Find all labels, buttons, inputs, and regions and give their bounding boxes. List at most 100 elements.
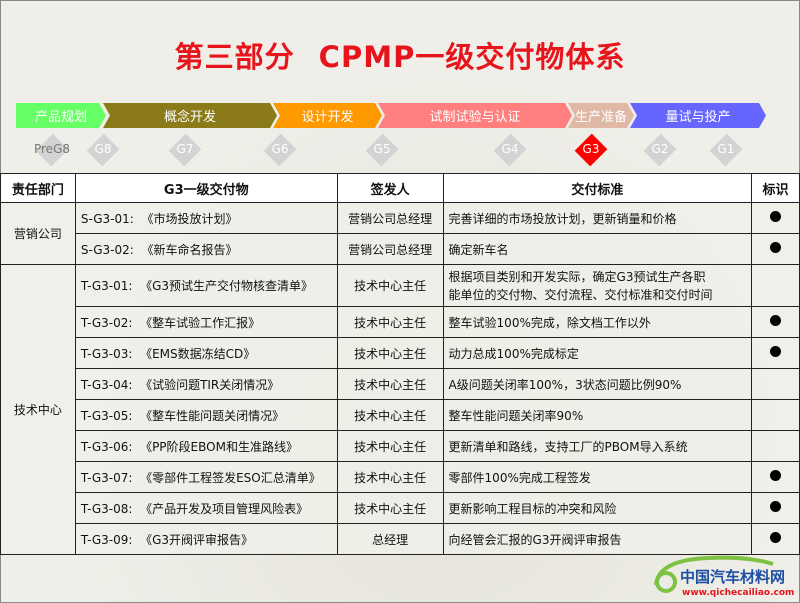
- mark-cell: [751, 202, 800, 234]
- deliverable-doc: 《试验问题TIR关闭情况》: [140, 377, 280, 392]
- deliverable-cell: S-G3-01: 《市场投放计划》: [74, 202, 338, 234]
- deliverable-doc: 《市场投放计划》: [141, 211, 238, 226]
- mark-dot-icon: [770, 532, 782, 543]
- signer-cell: 技术中心主任: [336, 306, 444, 338]
- mark-cell: [751, 368, 800, 400]
- standard-text: 向经管会汇报的G3开阀评审报告: [448, 532, 622, 547]
- deliverable-code: T-G3-09:: [80, 532, 133, 547]
- mark-cell: [751, 233, 800, 265]
- gate-label: G1: [717, 142, 735, 156]
- gate-g2: G2: [643, 133, 677, 167]
- deliverable-doc: 《G3预试生产交付物核查清单》: [140, 279, 313, 293]
- signer-cell: 技术中心主任: [336, 492, 444, 524]
- gate-label: G3: [582, 142, 600, 156]
- gate-g6: G6: [263, 133, 297, 167]
- phase-4: 生产准备: [568, 103, 634, 128]
- deliverable-cell: T-G3-08: 《产品开发及项目管理风险表》: [74, 492, 338, 524]
- mark-cell: [751, 264, 800, 307]
- gate-label: G4: [501, 142, 519, 156]
- gate-g8: G8: [86, 133, 120, 167]
- deliverable-doc: 《零部件工程签发ESO汇总清单》: [140, 470, 321, 485]
- standard-cell: 根据项目类别和开发实际，确定G3预试生产各职 能单位的交付物、交付流程、交付标准和…: [442, 264, 753, 307]
- deliverable-doc: 《EMS数据冻结CD》: [140, 346, 256, 361]
- mark-dot-icon: [770, 470, 782, 481]
- title-name: CPMP一级交付物体系: [318, 40, 626, 74]
- deliverable-code: T-G3-07:: [80, 470, 133, 485]
- mark-dot-icon: [770, 315, 782, 326]
- slide-title: 第三部分 CPMP一级交付物体系: [0, 34, 800, 76]
- deliverable-cell: T-G3-03: 《EMS数据冻结CD》: [74, 337, 338, 369]
- dept-cell: 营销公司: [0, 202, 76, 265]
- deliverable-doc: 《整车试验工作汇报》: [140, 315, 261, 330]
- mark-dot-icon: [770, 501, 782, 512]
- column-header: 责任部门: [0, 173, 76, 203]
- deliverables-table: 责任部门 G3一级交付物 签发人 交付标准 标识 营销公司 S-G3-01: 《市场投放计划…: [0, 173, 800, 555]
- column-header: 标识: [751, 173, 800, 203]
- standard-text: 零部件100%完成工程签发: [448, 470, 591, 485]
- table-row: 营销公司 S-G3-01: 《市场投放计划》 营销公司总经理 完善详细的市场投放计划，…: [0, 202, 800, 265]
- signer-cell: 技术中心主任: [336, 461, 444, 493]
- signer-cell: 营销公司总经理: [336, 202, 444, 234]
- deliverable-doc: 《G3开阀评审报告》: [140, 532, 253, 547]
- phase-1: 概念开发: [103, 103, 277, 128]
- gate-preg8: PreG8: [34, 133, 70, 167]
- deliverable-cell: T-G3-01: 《G3预试生产交付物核查清单》: [74, 264, 338, 307]
- mark-dot-icon: [770, 346, 782, 357]
- mark-cell: [751, 461, 800, 493]
- phase-3: 试制试验与认证: [378, 103, 572, 128]
- signer-cell: 技术中心主任: [336, 399, 444, 431]
- standard-text: 根据项目类别和开发实际，确定G3预试生产各职: [448, 269, 706, 284]
- table-row: T-G3-09: 《G3开阀评审报告》 总经理 向经管会汇报的G3开阀评审报告: [1, 523, 800, 555]
- signer-cell: 营销公司总经理: [336, 233, 444, 265]
- gate-g1: G1: [709, 133, 743, 167]
- column-header: 签发人: [336, 173, 444, 203]
- signer-cell: 技术中心主任: [336, 368, 444, 400]
- standard-text: 更新影响工程目标的冲突和风险: [448, 501, 617, 516]
- signer-cell: 技术中心主任: [336, 337, 444, 369]
- mark-cell: [751, 399, 800, 431]
- standard-text: 整车性能问题关闭率90%: [448, 408, 584, 423]
- phase-5: 量试与投产: [630, 103, 766, 128]
- deliverable-cell: T-G3-04: 《试验问题TIR关闭情况》: [74, 368, 338, 400]
- mark-dot-icon: [770, 211, 782, 222]
- standard-cell: 动力总成100%完成标定: [442, 337, 753, 369]
- standard-text: A级问题关闭率100%，3状态问题比例90%: [448, 377, 682, 392]
- standard-cell: 零部件100%完成工程签发: [442, 461, 753, 493]
- table-row: 技术中心 T-G3-01: 《G3预试生产交付物核查清单》 技术中心主任 根据项目类别…: [0, 264, 800, 555]
- table-row: T-G3-03: 《EMS数据冻结CD》 技术中心主任 动力总成100%完成标定: [1, 337, 800, 369]
- mark-cell: [751, 492, 800, 524]
- deliverable-code: T-G3-02:: [80, 315, 133, 330]
- deliverable-code: S-G3-02:: [80, 242, 134, 257]
- table-row: T-G3-05: 《整车性能问题关闭情况》 技术中心主任 整车性能问题关闭率90%: [1, 399, 800, 431]
- standard-text: 更新清单和路线，支持工厂的PBOM导入系统: [448, 439, 688, 454]
- standard-cell: 向经管会汇报的G3开阀评审报告: [442, 523, 753, 555]
- svg-text:www.qichecailiao.com: www.qichecailiao.com: [682, 588, 794, 598]
- deliverable-cell: T-G3-06: 《PP阶段EBOM和生准路线》: [74, 430, 338, 462]
- table-row: T-G3-06: 《PP阶段EBOM和生准路线》 技术中心主任 更新清单和路线，支持…: [1, 430, 800, 462]
- table-row: T-G3-02: 《整车试验工作汇报》 技术中心主任 整车试验100%完成，除文档工…: [1, 306, 800, 338]
- gate-label: PreG8: [33, 142, 70, 156]
- column-header: 交付标准: [442, 173, 753, 203]
- dept-cell: 技术中心: [0, 264, 76, 555]
- standard-cell: 确定新车名: [442, 233, 753, 265]
- deliverable-cell: T-G3-02: 《整车试验工作汇报》: [74, 306, 338, 338]
- standard-text-2: 能单位的交付物、交付流程、交付标准和交付时间: [448, 287, 713, 302]
- svg-text:中国汽车材料网: 中国汽车材料网: [680, 568, 785, 586]
- deliverable-doc: 《新车命名报告》: [141, 242, 238, 257]
- gate-g3: G3: [574, 133, 608, 167]
- mark-dot-icon: [770, 242, 782, 253]
- standard-cell: 完善详细的市场投放计划，更新销量和价格: [442, 202, 753, 234]
- standard-cell: 整车性能问题关闭率90%: [442, 399, 753, 431]
- column-header: G3一级交付物: [74, 173, 338, 203]
- deliverable-cell: T-G3-05: 《整车性能问题关闭情况》: [74, 399, 338, 431]
- deliverable-doc: 《产品开发及项目管理风险表》: [140, 501, 309, 516]
- table-row: T-G3-04: 《试验问题TIR关闭情况》 技术中心主任 A级问题关闭率100%，…: [1, 368, 800, 400]
- signer-cell: 技术中心主任: [336, 430, 444, 462]
- table-row: T-G3-08: 《产品开发及项目管理风险表》 技术中心主任 更新影响工程目标的冲突…: [1, 492, 800, 524]
- standard-cell: 更新清单和路线，支持工厂的PBOM导入系统: [442, 430, 753, 462]
- phase-2: 设计开发: [273, 103, 382, 128]
- table-row: T-G3-07: 《零部件工程签发ESO汇总清单》 技术中心主任 零部件100%完成…: [1, 461, 800, 493]
- standard-cell: 更新影响工程目标的冲突和风险: [442, 492, 753, 524]
- deliverable-doc: 《PP阶段EBOM和生准路线》: [140, 439, 298, 454]
- standard-text: 整车试验100%完成，除文档工作以外: [448, 315, 651, 330]
